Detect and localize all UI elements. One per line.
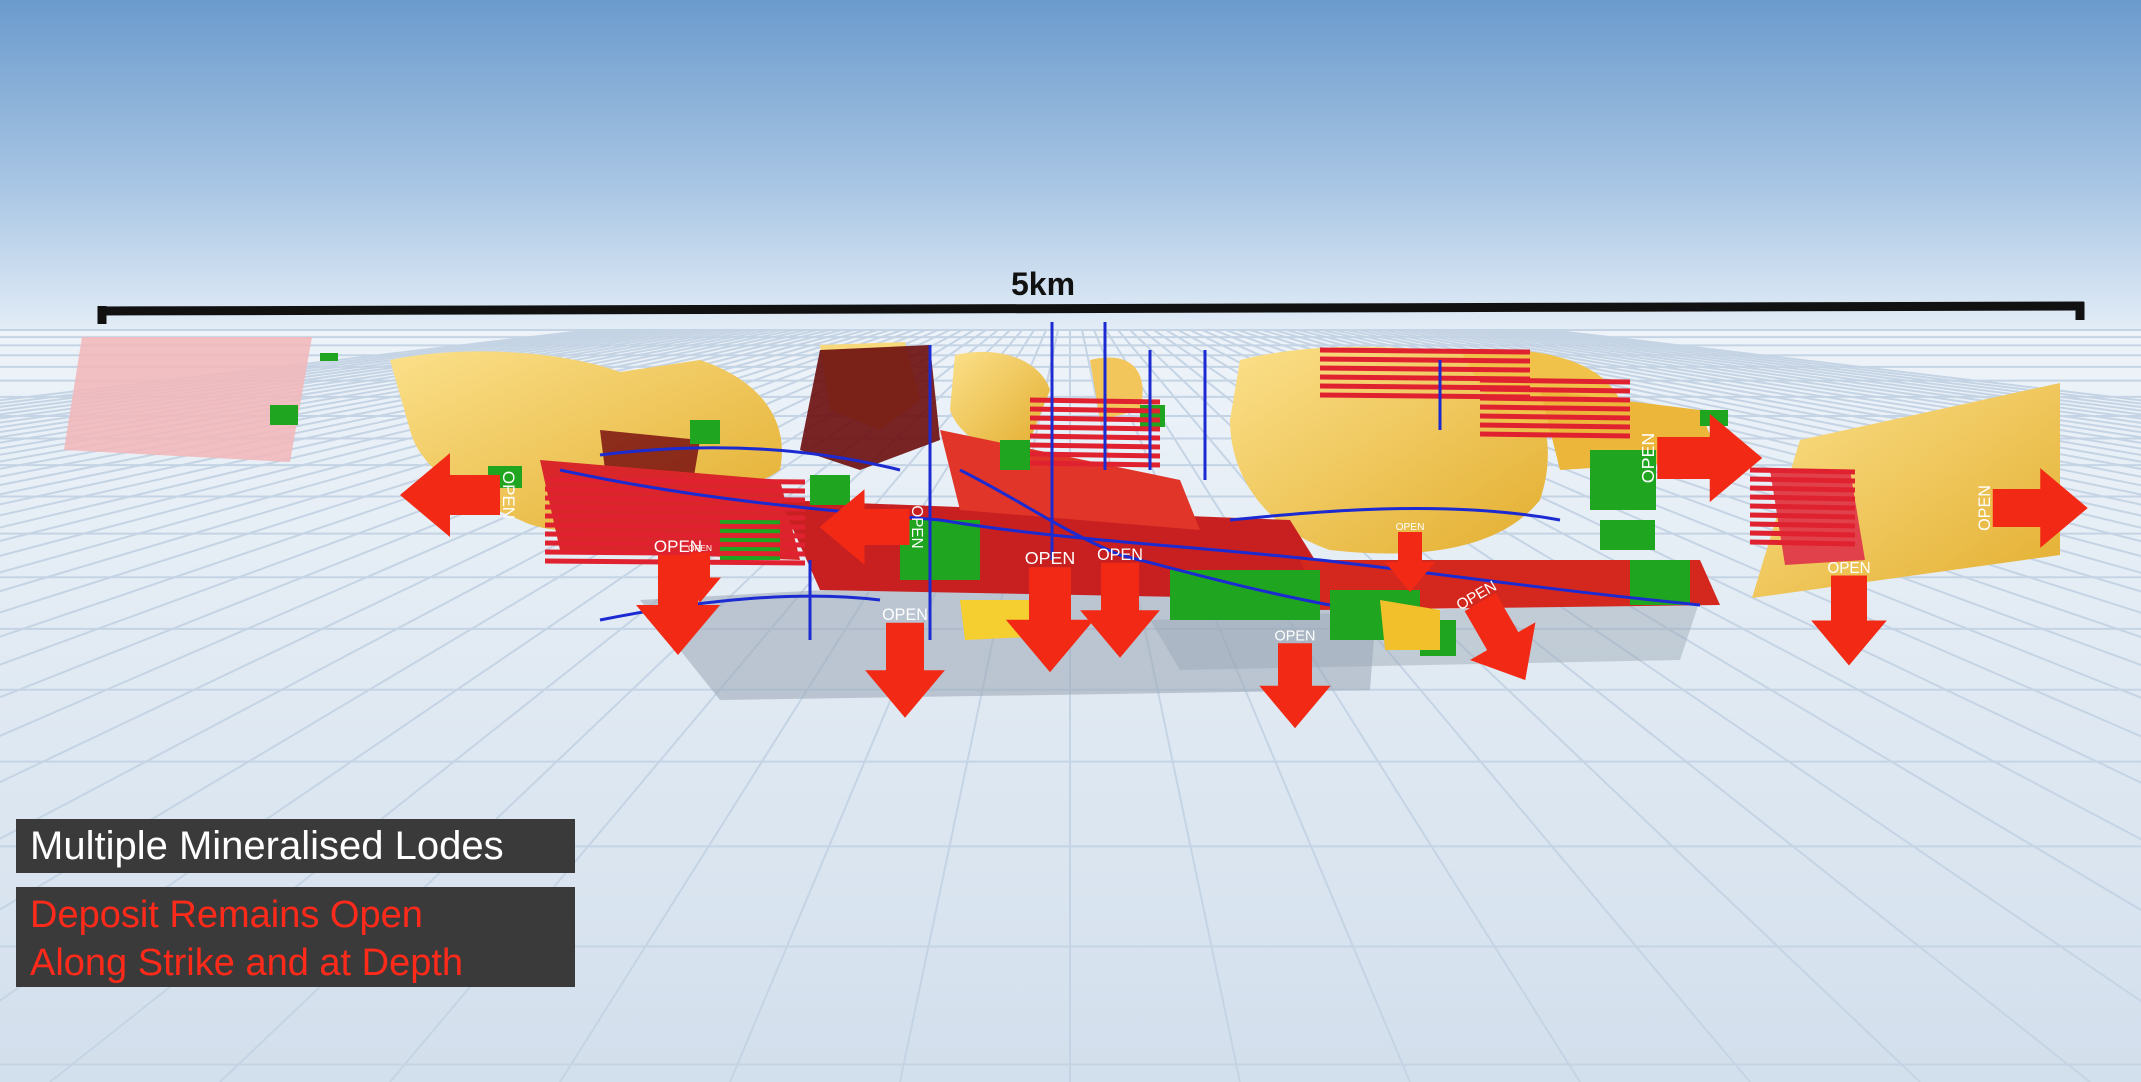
open-arrow: OPEN — [1638, 413, 1763, 503]
lode-surface — [1090, 357, 1143, 420]
open-arrow-label: OPEN — [1638, 433, 1658, 484]
scale-bar: 5km — [97, 266, 2085, 324]
deposit-model — [270, 322, 2060, 700]
open-arrow-label: OPEN — [1025, 548, 1076, 568]
open-arrow: OPEN — [1811, 560, 1887, 666]
open-arrow: OPEN — [679, 543, 721, 603]
open-arrow: OPEN — [1259, 629, 1331, 729]
pink-section-plane — [64, 337, 312, 462]
sky — [0, 0, 2141, 340]
open-arrow-label: OPEN — [882, 606, 928, 624]
scale-bar-label: 5km — [1011, 266, 1075, 302]
drill-intercepts — [544, 347, 1856, 566]
open-arrow: OPEN — [1080, 546, 1160, 658]
open-arrow-label: OPEN — [1827, 560, 1870, 577]
open-arrow-label: OPEN — [908, 505, 925, 548]
open-arrow-label: OPEN — [654, 537, 702, 556]
open-arrow: OPEN — [636, 537, 720, 655]
green-blocks — [270, 353, 1728, 656]
caption-title-text: Multiple Mineralised Lodes — [30, 824, 504, 868]
caption-subtitle: Deposit Remains Open Along Strike and at… — [16, 887, 575, 987]
caption-subtitle-line2: Along Strike and at Depth — [30, 942, 464, 984]
open-arrow-label: OPEN — [499, 471, 518, 519]
caption-subtitle-line1: Deposit Remains Open — [30, 894, 423, 936]
open-arrow: OPEN — [1384, 522, 1436, 592]
caption-title: Multiple Mineralised Lodes — [16, 819, 575, 873]
open-arrow-label: OPEN — [688, 543, 712, 553]
open-arrow: OPEN — [400, 453, 518, 537]
open-arrow-label: OPEN — [1097, 546, 1143, 564]
open-arrow-label: OPEN — [1275, 629, 1316, 645]
drill-traces — [559, 322, 1701, 640]
open-arrow: OPEN — [865, 606, 945, 718]
lode-surface — [950, 351, 1050, 449]
open-arrow-label: OPEN — [1396, 522, 1425, 533]
open-arrow-label: OPEN — [1976, 485, 1994, 531]
